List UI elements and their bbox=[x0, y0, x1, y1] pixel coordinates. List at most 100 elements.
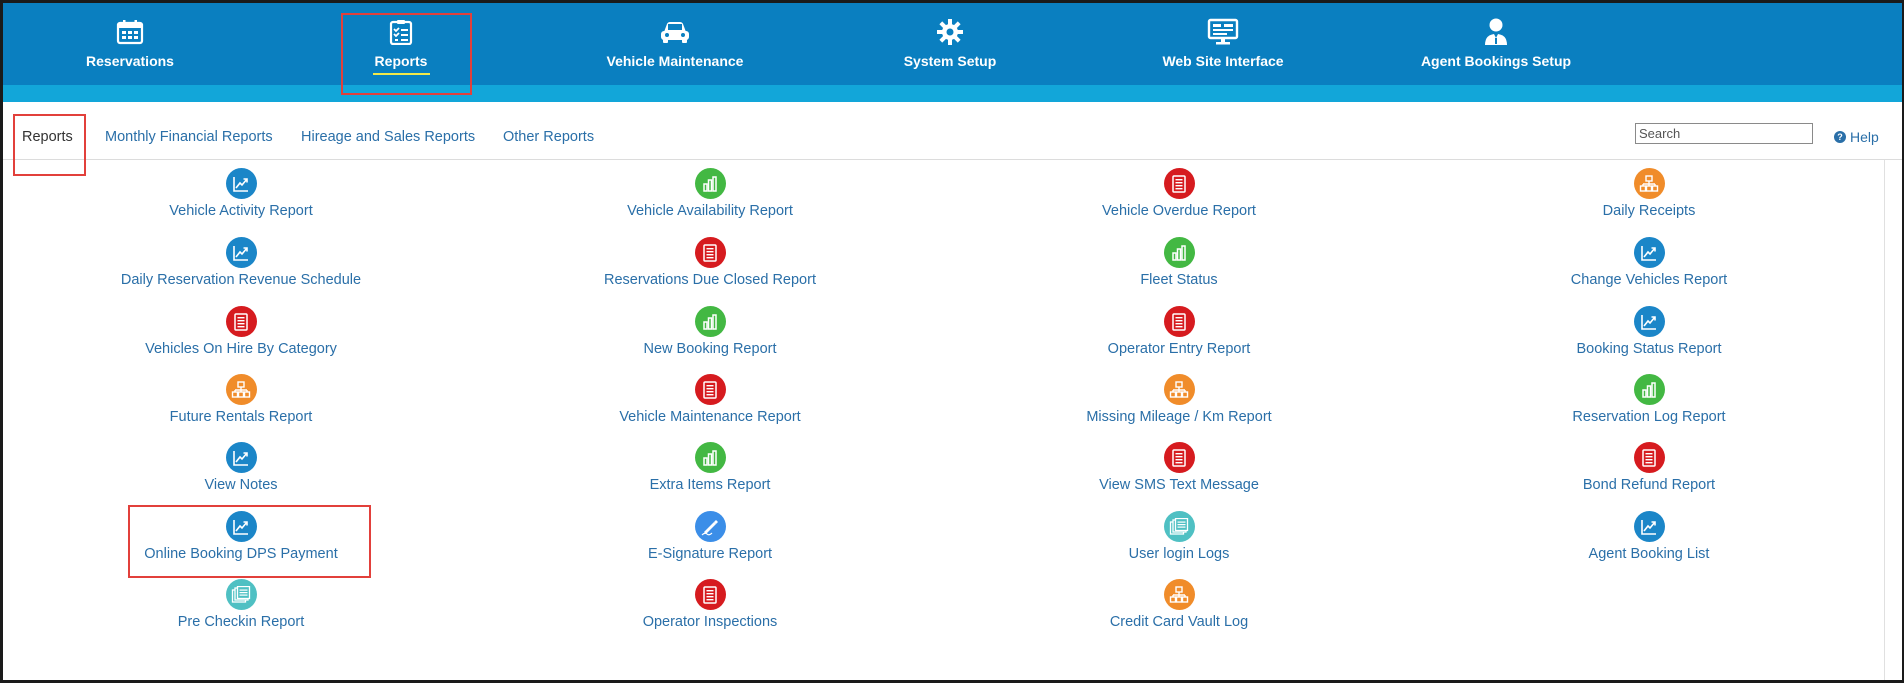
report-link-label: Operator Entry Report bbox=[1107, 341, 1251, 357]
report-link[interactable]: Vehicle Maintenance Report bbox=[520, 374, 900, 425]
tab-other-reports[interactable]: Other Reports bbox=[503, 129, 595, 145]
report-link[interactable]: Missing Mileage / Km Report bbox=[989, 374, 1369, 425]
tab-monthly-financial-reports[interactable]: Monthly Financial Reports bbox=[105, 129, 273, 145]
report-link-label: Vehicle Activity Report bbox=[169, 203, 313, 219]
report-link[interactable]: Operator Inspections bbox=[520, 579, 900, 630]
trend-chart-icon bbox=[225, 168, 257, 199]
report-link[interactable]: Pre Checkin Report bbox=[51, 579, 431, 630]
nav-system-setup[interactable]: System Setup bbox=[893, 3, 1007, 85]
document-icon bbox=[1633, 442, 1665, 473]
bar-chart-icon bbox=[694, 306, 726, 337]
report-link-label: Credit Card Vault Log bbox=[1109, 614, 1249, 630]
report-link-label: Vehicle Overdue Report bbox=[1102, 203, 1256, 219]
gear-icon bbox=[933, 17, 967, 47]
bar-chart-icon bbox=[1633, 374, 1665, 405]
document-icon bbox=[1163, 168, 1195, 199]
report-link[interactable]: Reservations Due Closed Report bbox=[520, 237, 900, 288]
report-link[interactable]: View Notes bbox=[51, 442, 431, 493]
stacked-docs-icon bbox=[225, 579, 257, 610]
report-link-label: Fleet Status bbox=[1140, 272, 1218, 288]
org-chart-icon bbox=[1163, 579, 1195, 610]
report-link-label: Extra Items Report bbox=[649, 477, 771, 493]
nav-vehicle-maintenance[interactable]: Vehicle Maintenance bbox=[593, 3, 757, 85]
checklist-icon bbox=[384, 17, 418, 47]
report-link[interactable]: E-Signature Report bbox=[520, 511, 900, 562]
report-link-label: View Notes bbox=[204, 477, 278, 493]
report-link[interactable]: Vehicle Availability Report bbox=[520, 168, 900, 219]
nav-vehicle-maintenance-label: Vehicle Maintenance bbox=[606, 53, 744, 69]
nav-system-setup-label: System Setup bbox=[903, 53, 997, 69]
document-icon bbox=[1163, 306, 1195, 337]
report-link[interactable]: User login Logs bbox=[989, 511, 1369, 562]
help-label: Help bbox=[1850, 129, 1879, 145]
monitor-icon bbox=[1206, 17, 1240, 47]
report-link[interactable]: Daily Reservation Revenue Schedule bbox=[51, 237, 431, 288]
search-input[interactable] bbox=[1635, 123, 1813, 144]
calendar-icon bbox=[113, 17, 147, 47]
document-icon bbox=[1163, 442, 1195, 473]
report-link[interactable]: Booking Status Report bbox=[1459, 306, 1839, 357]
trend-chart-icon bbox=[225, 237, 257, 268]
report-link-label: Change Vehicles Report bbox=[1570, 272, 1728, 288]
report-tabs: Reports Monthly Financial Reports Hireag… bbox=[3, 102, 1902, 160]
nav-agent-bookings-setup[interactable]: Agent Bookings Setup bbox=[1416, 3, 1576, 85]
content-right-border bbox=[1884, 160, 1885, 680]
report-link[interactable]: View SMS Text Message bbox=[989, 442, 1369, 493]
report-link-label: Bond Refund Report bbox=[1582, 477, 1716, 493]
report-link-label: Vehicles On Hire By Category bbox=[145, 341, 337, 357]
report-link-label: Reservation Log Report bbox=[1572, 409, 1726, 425]
nav-sub-bar bbox=[3, 85, 1902, 102]
report-link-label: Vehicle Maintenance Report bbox=[619, 409, 801, 425]
trend-chart-icon bbox=[225, 511, 257, 542]
report-link[interactable]: Vehicle Overdue Report bbox=[989, 168, 1369, 219]
nav-web-site-interface[interactable]: Web Site Interface bbox=[1148, 3, 1298, 85]
bar-chart-icon bbox=[694, 442, 726, 473]
top-navigation: Reservations Reports bbox=[3, 3, 1902, 85]
report-link-label: User login Logs bbox=[1128, 546, 1230, 562]
pen-icon bbox=[694, 511, 726, 542]
report-link-label: Booking Status Report bbox=[1576, 341, 1722, 357]
nav-reports-label: Reports bbox=[374, 53, 428, 69]
nav-reports[interactable]: Reports bbox=[344, 3, 458, 85]
report-link[interactable]: Extra Items Report bbox=[520, 442, 900, 493]
org-chart-icon bbox=[1163, 374, 1195, 405]
report-link[interactable]: Daily Receipts bbox=[1459, 168, 1839, 219]
report-link-label: View SMS Text Message bbox=[1099, 477, 1259, 493]
trend-chart-icon bbox=[1633, 237, 1665, 268]
active-nav-underline bbox=[372, 73, 430, 75]
trend-chart-icon bbox=[225, 442, 257, 473]
bar-chart-icon bbox=[1163, 237, 1195, 268]
bar-chart-icon bbox=[694, 168, 726, 199]
help-link[interactable]: ? Help bbox=[1834, 129, 1879, 145]
report-link[interactable]: New Booking Report bbox=[520, 306, 900, 357]
report-link-label: Reservations Due Closed Report bbox=[604, 272, 816, 288]
trend-chart-icon bbox=[1633, 511, 1665, 542]
report-link[interactable]: Operator Entry Report bbox=[989, 306, 1369, 357]
report-link[interactable]: Fleet Status bbox=[989, 237, 1369, 288]
report-link[interactable]: Credit Card Vault Log bbox=[989, 579, 1369, 630]
report-link[interactable]: Agent Booking List bbox=[1459, 511, 1839, 562]
document-icon bbox=[694, 579, 726, 610]
report-link-label: Future Rentals Report bbox=[169, 409, 313, 425]
report-link-label: Daily Receipts bbox=[1602, 203, 1696, 219]
report-link[interactable]: Bond Refund Report bbox=[1459, 442, 1839, 493]
document-icon bbox=[694, 237, 726, 268]
document-icon bbox=[225, 306, 257, 337]
report-link-label: Agent Booking List bbox=[1588, 546, 1710, 562]
nav-reservations[interactable]: Reservations bbox=[73, 3, 187, 85]
report-link[interactable]: Vehicle Activity Report bbox=[51, 168, 431, 219]
tab-hireage-and-sales-reports[interactable]: Hireage and Sales Reports bbox=[301, 129, 476, 145]
report-link-label: Vehicle Availability Report bbox=[627, 203, 793, 219]
trend-chart-icon bbox=[1633, 306, 1665, 337]
report-link-label: Daily Reservation Revenue Schedule bbox=[120, 272, 362, 288]
report-link[interactable]: Reservation Log Report bbox=[1459, 374, 1839, 425]
tab-reports[interactable]: Reports bbox=[22, 129, 73, 145]
report-link[interactable]: Change Vehicles Report bbox=[1459, 237, 1839, 288]
report-link-label: E-Signature Report bbox=[647, 546, 773, 562]
report-link[interactable]: Vehicles On Hire By Category bbox=[51, 306, 431, 357]
report-link[interactable]: Future Rentals Report bbox=[51, 374, 431, 425]
org-chart-icon bbox=[225, 374, 257, 405]
report-link-label: Operator Inspections bbox=[642, 614, 778, 630]
report-link[interactable]: Online Booking DPS Payment bbox=[51, 511, 431, 562]
